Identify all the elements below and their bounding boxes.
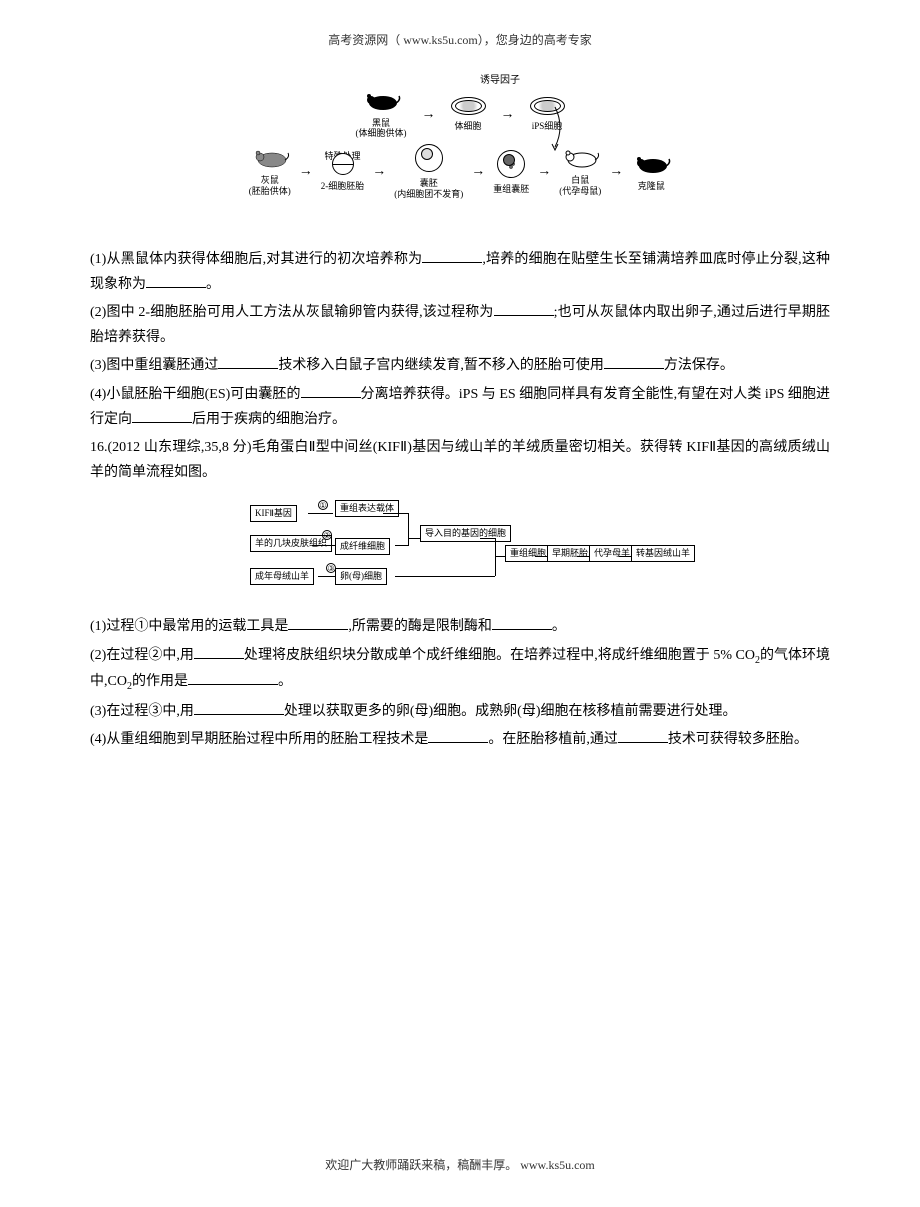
- line: [395, 545, 408, 546]
- line: [577, 556, 589, 557]
- num1: ①: [318, 500, 328, 510]
- ticell-label: 体细胞: [451, 121, 486, 132]
- line: [318, 576, 335, 577]
- vline: [495, 538, 496, 556]
- arrow-icon: →: [501, 102, 515, 127]
- blank-input[interactable]: [194, 645, 244, 659]
- recomb-item: 重组囊胚: [493, 150, 529, 195]
- factor-label: 诱导因子: [350, 72, 650, 90]
- line: [395, 576, 495, 577]
- q15-2: (2)图中 2-细胞胚胎可用人工方法从灰鼠输卵管内获得,该过程称为;也可从灰鼠体…: [90, 300, 830, 350]
- footer-text: 欢迎广大教师踊跃来稿，稿酬丰厚。: [325, 1158, 520, 1172]
- vector-box: 重组表达载体: [335, 500, 399, 517]
- q15-1: (1)从黑鼠体内获得体细胞后,对其进行的初次培养称为,培养的细胞在贴壁生长至铺满…: [90, 247, 830, 297]
- page-footer: 欢迎广大教师踊跃来稿，稿酬丰厚。 www.ks5u.com: [0, 1155, 920, 1177]
- recomb-box: 重组细胞: [505, 545, 551, 562]
- q15-4: (4)小鼠胚胎干细胞(ES)可由囊胚的分离培养获得。iPS 与 ES 细胞同样具…: [90, 382, 830, 432]
- diagram-15: 诱导因子 黑鼠(体细胞供体) → 体细胞 → iPS细胞: [270, 72, 650, 232]
- cell2-label: 2-细胞胚胎: [321, 181, 365, 192]
- q16-1: (1)过程①中最常用的运载工具是,所需要的酶是限制酶和。: [90, 614, 830, 639]
- trans-box: 转基因绒山羊: [631, 545, 695, 562]
- vline: [408, 538, 409, 546]
- arrow-icon: →: [537, 159, 551, 184]
- blank-input[interactable]: [428, 729, 488, 743]
- q16-4: (4)从重组细胞到早期胚胎过程中所用的胚胎工程技术是。在胚胎移植前,通过技术可获…: [90, 727, 830, 752]
- arrow-icon: →: [471, 159, 485, 184]
- white-mouse-item: 白鼠(代孕母鼠): [559, 147, 601, 197]
- blast-label: 囊胚(内细胞团不发育): [394, 178, 463, 200]
- adult-box: 成年母绒山羊: [250, 568, 314, 585]
- blank-input[interactable]: [494, 302, 554, 316]
- line: [480, 538, 495, 539]
- recomb-label: 重组囊胚: [493, 184, 529, 195]
- arrow-icon: →: [609, 159, 623, 184]
- blank-input[interactable]: [288, 616, 348, 630]
- header-text-after: ），您身边的高考专家: [478, 33, 592, 47]
- q15-3: (3)图中重组囊胚通过技术移入白鼠子宫内继续发育,暂不移入的胚胎可使用方法保存。: [90, 353, 830, 378]
- line: [495, 556, 505, 557]
- gray-mouse-label: 灰鼠(胚胎供体): [249, 175, 291, 197]
- fiber-box: 成纤维细胞: [335, 538, 390, 555]
- gray-mouse-icon: [250, 147, 290, 169]
- arrow-icon: →: [299, 159, 313, 184]
- line: [535, 556, 547, 557]
- import-box: 导入目的基因的细胞: [420, 525, 511, 542]
- down-arrow-icon: [540, 102, 570, 152]
- diagram-15-row2: 灰鼠(胚胎供体) → 特殊处理 2-细胞胚胎 → 囊胚(内细胞团不发育) → 重…: [270, 144, 650, 200]
- black-mouse-item: 黑鼠(体细胞供体): [356, 90, 407, 140]
- line: [619, 556, 631, 557]
- vline: [408, 513, 409, 538]
- black-mouse-label: 黑鼠(体细胞供体): [356, 118, 407, 140]
- blank-input[interactable]: [618, 729, 668, 743]
- footer-url: www.ks5u.com: [520, 1158, 595, 1172]
- q16-3: (3)在过程③中,用处理以获取更多的卵(母)细胞。成熟卵(母)细胞在核移植前需要…: [90, 699, 830, 724]
- blank-input[interactable]: [492, 616, 552, 630]
- clone-item: 克隆鼠: [631, 153, 671, 192]
- blank-input[interactable]: [422, 249, 482, 263]
- page-header: 高考资源网（ www.ks5u.com），您身边的高考专家: [90, 30, 830, 52]
- surrogate-box: 代孕母羊: [589, 545, 635, 562]
- kif-box: KIFⅡ基因: [250, 505, 297, 522]
- num2: ②: [322, 530, 332, 540]
- blank-input[interactable]: [604, 355, 664, 369]
- blank-input[interactable]: [218, 355, 278, 369]
- diagram-15-row1: 黑鼠(体细胞供体) → 体细胞 → iPS细胞: [270, 90, 650, 140]
- blank-input[interactable]: [132, 409, 192, 423]
- line: [408, 538, 420, 539]
- clone-mouse-icon: [631, 153, 671, 175]
- blast-item: 囊胚(内细胞团不发育): [394, 144, 463, 200]
- white-mouse-label: 白鼠(代孕母鼠): [559, 175, 601, 197]
- blank-input[interactable]: [194, 701, 284, 715]
- diagram-16-container: KIFⅡ基因 ① 重组表达载体 羊的几块皮肤组织 ② 成纤维细胞 导入目的基因的…: [90, 500, 830, 599]
- header-text-before: 高考资源网（: [328, 33, 403, 47]
- arrow-icon: →: [422, 102, 436, 127]
- black-mouse-icon: [361, 90, 401, 112]
- header-url: www.ks5u.com: [403, 33, 478, 47]
- line: [308, 513, 333, 514]
- skin-box: 羊的几块皮肤组织: [250, 535, 332, 552]
- cell2-item: 特殊处理 2-细胞胚胎: [321, 153, 365, 192]
- diagram-15-container: 诱导因子 黑鼠(体细胞供体) → 体细胞 → iPS细胞: [90, 72, 830, 232]
- blank-input[interactable]: [301, 384, 361, 398]
- egg-box: 卵(母)细胞: [335, 568, 387, 585]
- line: [383, 513, 408, 514]
- clone-label: 克隆鼠: [631, 181, 671, 192]
- arrow-icon: →: [372, 159, 386, 184]
- gray-mouse-item: 灰鼠(胚胎供体): [249, 147, 291, 197]
- blank-input[interactable]: [188, 671, 278, 685]
- diagram-16: KIFⅡ基因 ① 重组表达载体 羊的几块皮肤组织 ② 成纤维细胞 导入目的基因的…: [250, 500, 670, 590]
- questions-15: (1)从黑鼠体内获得体细胞后,对其进行的初次培养称为,培养的细胞在贴壁生长至铺满…: [90, 247, 830, 486]
- q16-2: (2)在过程②中,用处理将皮肤组织块分散成单个成纤维细胞。在培养过程中,将成纤维…: [90, 643, 830, 697]
- q16-intro: 16.(2012 山东理综,35,8 分)毛角蛋白Ⅱ型中间丝(KIFⅡ)基因与绒…: [90, 435, 830, 485]
- ticell-item: 体细胞: [451, 97, 486, 132]
- questions-16: (1)过程①中最常用的运载工具是,所需要的酶是限制酶和。 (2)在过程②中,用处…: [90, 614, 830, 752]
- early-box: 早期胚胎: [547, 545, 593, 562]
- blank-input[interactable]: [146, 274, 206, 288]
- vline: [495, 556, 496, 576]
- line: [312, 545, 335, 546]
